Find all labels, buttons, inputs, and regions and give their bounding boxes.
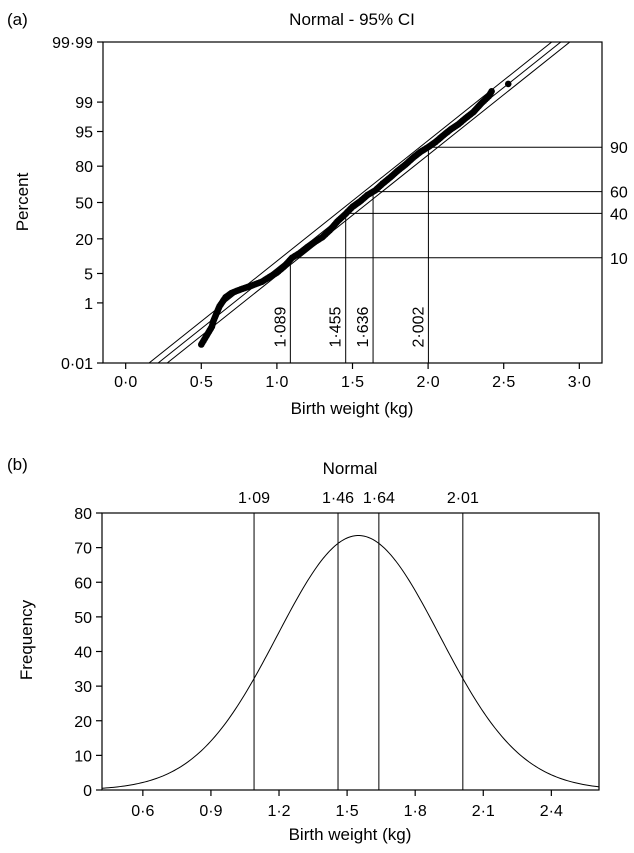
y-tick-label: 95 bbox=[75, 125, 93, 142]
y-tick-label: 99·99 bbox=[52, 35, 93, 52]
vertical-line-label: 1·46 bbox=[322, 490, 354, 507]
panel-a: (a) Normal - 95% CI 10 1·089 40 1·455 60 1·63… bbox=[7, 10, 628, 418]
x-tick-label: 1·0 bbox=[265, 374, 288, 391]
y-tick-label: 50 bbox=[74, 610, 92, 627]
x-tick-label: 2·5 bbox=[492, 374, 515, 391]
y-tick-label: 0 bbox=[83, 783, 92, 800]
x-tick-label: 2·4 bbox=[540, 803, 563, 820]
panel-b-label: (b) bbox=[7, 455, 28, 474]
panel-a-frame bbox=[102, 41, 603, 364]
fit-ci-lower-line bbox=[166, 42, 571, 363]
y-tick-label: 80 bbox=[75, 159, 93, 176]
y-tick-label: 70 bbox=[74, 541, 92, 558]
data-point bbox=[504, 80, 512, 88]
percentile-label-40: 40 bbox=[610, 206, 628, 223]
panel-a-x-axis-label: Birth weight (kg) bbox=[291, 399, 414, 418]
x-tick-label: 2·0 bbox=[417, 374, 440, 391]
data-points bbox=[197, 80, 512, 348]
panel-a-y-axis-label: Percent bbox=[13, 172, 32, 231]
percentile-value-label-90: 2·002 bbox=[410, 306, 427, 347]
y-tick-label: 10 bbox=[74, 748, 92, 765]
data-point bbox=[488, 88, 495, 95]
x-tick-label: 0·0 bbox=[114, 374, 137, 391]
panel-b-y-axis: 0 10 20 30 40 50 60 70 80 bbox=[74, 506, 102, 800]
y-tick-label: 20 bbox=[74, 714, 92, 731]
y-tick-label: 1 bbox=[84, 296, 93, 313]
fit-ci-upper-line bbox=[148, 42, 553, 363]
y-tick-label: 50 bbox=[75, 196, 93, 213]
panel-a-plot-area: 10 1·089 40 1·455 60 1·636 90 2·002 bbox=[148, 42, 628, 363]
percentile-value-label-40: 1·455 bbox=[328, 306, 345, 347]
panel-a-x-axis: 0·0 0·5 1·0 1·5 2·0 2·5 3·0 bbox=[114, 363, 591, 391]
vertical-line-label: 1·64 bbox=[363, 490, 395, 507]
x-tick-label: 0·6 bbox=[131, 803, 154, 820]
panel-b: (b) Normal 1·09 1·46 1·64 2·01 0·6 0·9 1·2 1·5… bbox=[7, 455, 600, 844]
x-tick-label: 1·8 bbox=[404, 803, 427, 820]
panel-b-frame bbox=[101, 512, 600, 791]
panel-b-title: Normal bbox=[323, 459, 378, 478]
panel-a-title: Normal - 95% CI bbox=[289, 10, 415, 29]
x-tick-label: 1·2 bbox=[267, 803, 290, 820]
y-tick-label: 5 bbox=[84, 266, 93, 283]
y-tick-label: 30 bbox=[74, 679, 92, 696]
vertical-line-label: 1·09 bbox=[238, 490, 270, 507]
y-tick-label: 40 bbox=[74, 645, 92, 662]
y-tick-label: 0·01 bbox=[61, 356, 93, 373]
percentile-value-label-60: 1·636 bbox=[355, 306, 372, 347]
x-tick-label: 1·5 bbox=[336, 803, 359, 820]
panel-a-label: (a) bbox=[7, 10, 28, 29]
panel-b-plot-area: 1·09 1·46 1·64 2·01 bbox=[101, 490, 600, 790]
y-tick-label: 80 bbox=[74, 506, 92, 523]
x-tick-label: 0·5 bbox=[190, 374, 213, 391]
x-tick-label: 0·9 bbox=[199, 803, 222, 820]
y-tick-label: 20 bbox=[75, 232, 93, 249]
panel-b-x-axis-label: Birth weight (kg) bbox=[289, 825, 412, 844]
y-tick-label: 60 bbox=[74, 575, 92, 592]
vertical-line-label: 2·01 bbox=[447, 490, 479, 507]
percentile-label-10: 10 bbox=[610, 251, 628, 268]
panel-a-y-axis: 0·01 1 5 20 50 80 95 99 99·99 bbox=[52, 35, 103, 373]
panel-b-x-axis: 0·6 0·9 1·2 1·5 1·8 2·1 2·4 bbox=[131, 790, 563, 820]
x-tick-label: 2·1 bbox=[472, 803, 495, 820]
percentile-label-90: 90 bbox=[610, 140, 628, 157]
normal-curve bbox=[101, 535, 600, 789]
percentile-label-60: 60 bbox=[610, 185, 628, 202]
x-tick-label: 3·0 bbox=[568, 374, 591, 391]
percentile-value-label-10: 1·089 bbox=[272, 306, 289, 347]
x-tick-label: 1·5 bbox=[341, 374, 364, 391]
y-tick-label: 99 bbox=[75, 95, 93, 112]
panel-b-y-axis-label: Frequency bbox=[17, 599, 36, 680]
